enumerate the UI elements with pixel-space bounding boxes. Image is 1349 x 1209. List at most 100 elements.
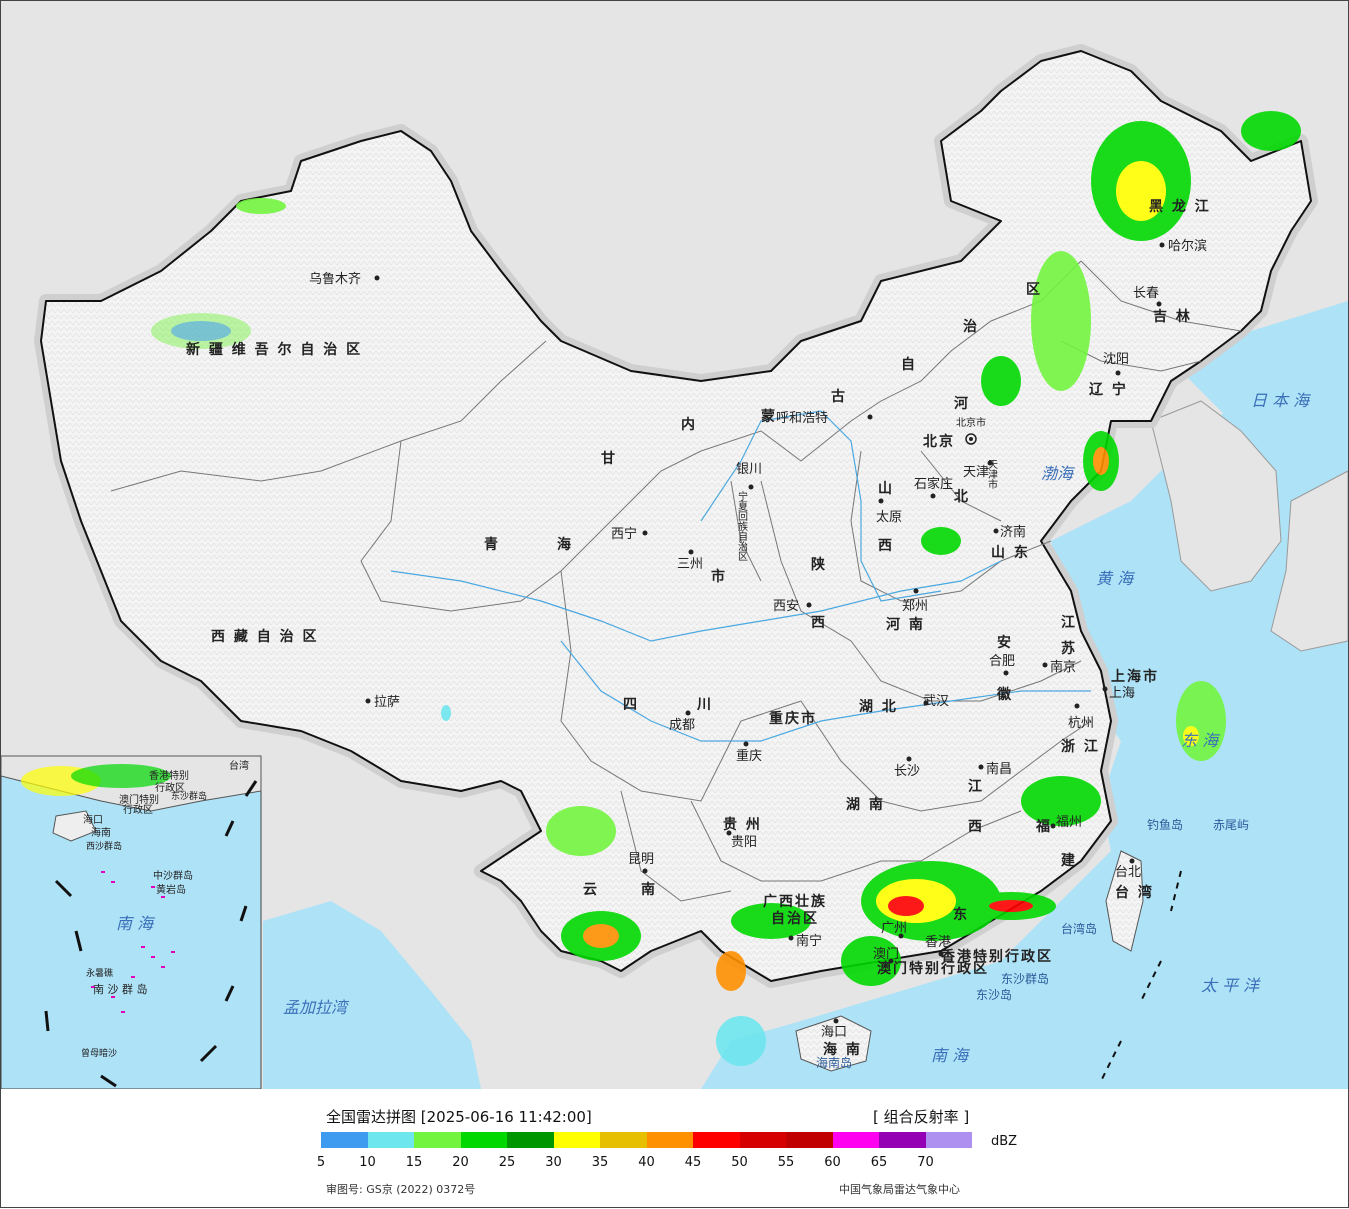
label-jilin: 吉 林 — [1153, 308, 1192, 325]
taiwan-island — [1105, 850, 1144, 952]
city-nanchang: 南昌 — [986, 761, 1012, 777]
agency-name: 中国气象局雷达气象中心 — [839, 1183, 960, 1196]
city-xianggang: 香港 — [925, 935, 951, 950]
tick-label-6: 35 — [591, 1155, 609, 1170]
color-swatch-1 — [367, 1132, 414, 1148]
city-shijiazhuang: 石家庄 — [914, 476, 953, 492]
label-shandong: 山 东 — [991, 544, 1030, 561]
color-swatch-4 — [507, 1132, 554, 1148]
city-shanghai: 上海 — [1109, 686, 1135, 701]
tick-label-13: 70 — [917, 1155, 934, 1170]
color-swatch-10 — [786, 1132, 833, 1148]
label-hebei-a: 河 — [954, 395, 970, 412]
label-shanghai-prov: 上海市 — [1111, 668, 1159, 685]
city-changsha: 长沙 — [894, 764, 920, 779]
sea-japan — [1181, 301, 1348, 461]
city-tianjin: 天津 — [963, 465, 989, 480]
city-urumqi: 乌鲁木齐 — [309, 271, 361, 287]
color-swatch-12 — [879, 1132, 926, 1148]
dashed-boundaries — [1100, 870, 1182, 1082]
color-swatch-5 — [553, 1132, 600, 1148]
label-hk-prov: 香港特别行政区 — [940, 948, 1053, 965]
label-neimenggu-6: 区 — [1026, 282, 1042, 298]
label-qinghai-a: 青 — [484, 536, 500, 553]
color-swatch-7 — [646, 1132, 693, 1148]
city-guangzhou: 广州 — [881, 921, 907, 936]
city-hefei: 合肥 — [989, 654, 1015, 669]
label-hubei: 湖 北 — [859, 699, 898, 715]
label-shanxi-a: 山 — [878, 481, 894, 497]
label-neimenggu-1: 内 — [681, 416, 697, 433]
city-taibei: 台北 — [1115, 865, 1141, 880]
label-beijing-s: 北京市 — [956, 416, 986, 429]
city-guiyang: 贵阳 — [731, 835, 757, 850]
korea-land — [1150, 400, 1282, 592]
inset-xisha: 西沙群岛 — [86, 840, 122, 852]
sea-riben: 日 本 海 — [1251, 391, 1311, 410]
city-wuhan: 武汉 — [923, 694, 949, 709]
tick-label-0: 5 — [316, 1155, 326, 1170]
label-hainan-prov: 海 南 — [823, 1041, 862, 1058]
label-guizhou: 贵 州 — [723, 816, 762, 833]
city-changchun: 长春 — [1133, 286, 1159, 301]
rivers — [390, 410, 1091, 742]
inset-mo: 澳门特别 — [119, 793, 159, 806]
inset-hainan — [52, 810, 97, 842]
label-sichuan-b: 川 — [696, 697, 713, 713]
island-taiwan: 台湾岛 — [1061, 921, 1097, 936]
radar-echoes — [151, 111, 1301, 1066]
city-xian: 西安 — [773, 599, 799, 614]
label-liaoning: 辽 宁 — [1089, 381, 1128, 398]
city-chongqing: 重庆 — [736, 748, 762, 764]
island-hainan: 海南岛 — [816, 1055, 852, 1070]
label-fujian-a: 福 — [1035, 818, 1052, 835]
color-swatch-6 — [600, 1132, 647, 1148]
sea-donghai: 东 海 — [1181, 731, 1220, 750]
inset-huangyan: 黄岩岛 — [156, 883, 186, 896]
sea-taiping: 太 平 洋 — [1201, 976, 1261, 995]
label-hebei-b: 北 — [954, 489, 970, 505]
legend-product: [ 组合反射率 ] — [873, 1108, 970, 1126]
color-swatch-8 — [693, 1132, 740, 1148]
label-hunan: 湖 南 — [846, 796, 885, 813]
city-jinan: 济南 — [1000, 524, 1026, 540]
label-anhui-b: 徽 — [996, 686, 1013, 703]
label-fujian-b: 建 — [1061, 852, 1077, 869]
inset-haikou: 海口 — [83, 813, 103, 826]
inset-dongsha: 东沙群岛 — [171, 790, 207, 802]
label-beijing-prov: 北京 — [923, 433, 955, 450]
tick-label-3: 20 — [452, 1155, 469, 1170]
city-nanjing: 南京 — [1050, 659, 1076, 675]
color-swatch-11 — [832, 1132, 879, 1148]
inset-yongshu: 永暑礁 — [86, 967, 113, 979]
label-zhejiang: 浙 江 — [1061, 738, 1100, 755]
sea-huanghai: 黄 海 — [1096, 569, 1135, 588]
city-lanzhou: 三州 — [677, 557, 703, 572]
sea-mengjiala: 孟加拉湾 — [283, 998, 350, 1017]
city-taiyuan: 太原 — [876, 510, 902, 525]
japan-land — [1270, 470, 1348, 652]
hainan-island — [795, 1015, 872, 1072]
bay-of-bengal — [263, 901, 481, 1089]
nine-dash-line — [44, 780, 258, 1088]
nansha-islands — [91, 871, 175, 1013]
label-xinjiang: 新 疆 维 吾 尔 自 治 区 — [186, 341, 362, 358]
south-sea-inset[interactable] — [1, 755, 262, 1089]
color-swatch-3 — [460, 1132, 507, 1148]
label-tianjin-s: 天津市 — [986, 459, 998, 490]
city-hangzhou: 杭州 — [1068, 716, 1094, 731]
label-neimenggu-5: 治 — [963, 318, 979, 335]
tick-label-8: 45 — [684, 1155, 702, 1170]
tick-label-7: 40 — [638, 1155, 655, 1170]
radar-map[interactable]: 新 疆 维 吾 尔 自 治 区 西 藏 自 治 区 青 海 甘 内 蒙 古 自 … — [1, 1, 1348, 1089]
inset-hk: 香港特别 — [149, 770, 189, 782]
city-lhasa: 拉萨 — [374, 695, 400, 710]
label-qinghai-b: 海 — [557, 536, 573, 553]
label-jiangxi-a: 江 — [968, 778, 984, 795]
label-anhui-a: 安 — [997, 634, 1013, 651]
label-neimenggu-4: 自 — [901, 356, 917, 373]
tick-label-11: 60 — [824, 1155, 841, 1170]
city-zhengzhou: 郑州 — [902, 599, 928, 614]
city-hohhot: 呼和浩特 — [776, 411, 828, 426]
